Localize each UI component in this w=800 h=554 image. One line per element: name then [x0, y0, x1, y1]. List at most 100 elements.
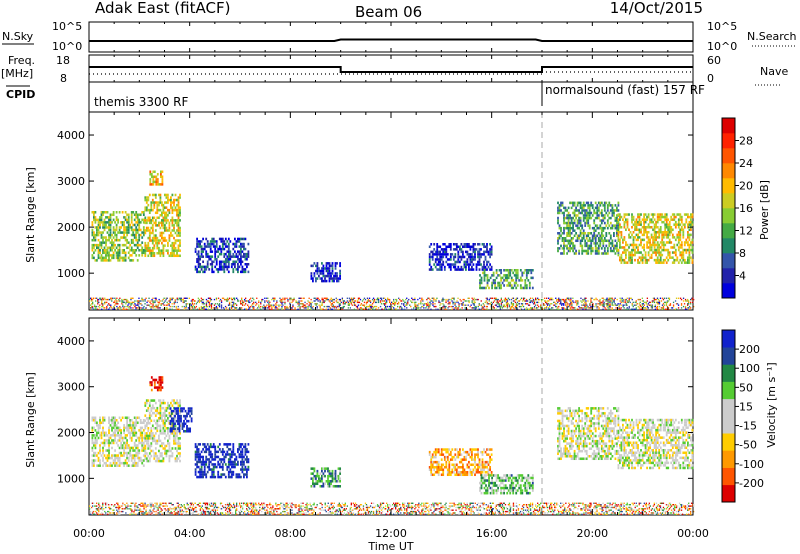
range-gate-cell	[404, 305, 406, 308]
range-gate-cell	[357, 298, 360, 301]
range-gate-cell	[179, 219, 181, 222]
range-gate-cell	[602, 297, 604, 299]
range-gate-cell	[295, 301, 297, 304]
range-gate-cell	[481, 265, 484, 269]
range-gate-cell	[682, 248, 685, 252]
range-gate-cell	[582, 237, 585, 240]
range-gate-cell	[237, 250, 239, 253]
range-gate-cell	[563, 298, 565, 301]
range-gate-cell	[667, 233, 670, 237]
range-gate-cell	[390, 303, 392, 305]
range-gate-cell	[96, 243, 98, 247]
range-gate-cell	[129, 451, 132, 455]
range-gate-cell	[437, 253, 440, 256]
range-gate-cell	[677, 248, 680, 252]
range-gate-cell	[132, 454, 135, 457]
range-gate-cell	[97, 436, 100, 440]
range-gate-cell	[123, 454, 126, 457]
range-gate-cell	[679, 297, 682, 299]
range-gate-cell	[124, 426, 127, 430]
range-gate-cell	[191, 307, 194, 309]
range-gate-cell	[237, 255, 239, 258]
range-gate-cell	[442, 298, 444, 301]
range-gate-cell	[106, 251, 109, 255]
range-gate-cell	[567, 234, 570, 238]
range-gate-cell	[99, 241, 101, 244]
range-gate-cell	[114, 221, 117, 224]
range-gate-cell	[199, 242, 202, 246]
range-gate-cell	[585, 297, 587, 299]
range-gate-cell	[649, 301, 652, 304]
range-gate-cell	[144, 231, 147, 235]
range-gate-cell	[608, 308, 610, 310]
range-gate-cell	[643, 213, 646, 216]
range-gate-cell	[581, 301, 583, 304]
range-gate-cell	[247, 252, 250, 256]
range-gate-cell	[109, 307, 111, 309]
range-gate-cell	[106, 259, 109, 262]
range-gate-cell	[94, 238, 97, 242]
range-gate-cell	[644, 261, 647, 264]
range-gate-cell	[513, 274, 516, 277]
range-gate-cell	[103, 236, 106, 239]
range-gate-cell	[114, 456, 117, 460]
range-gate-cell	[205, 255, 208, 258]
range-gate-cell	[486, 297, 488, 299]
range-gate-cell	[597, 214, 600, 217]
range-gate-cell	[535, 308, 537, 310]
range-gate-cell	[557, 216, 559, 220]
range-gate-cell	[248, 300, 250, 302]
range-gate-cell	[154, 300, 156, 302]
range-gate-cell	[424, 303, 426, 305]
range-gate-cell	[129, 223, 132, 227]
range-gate-cell	[150, 308, 152, 310]
range-gate-cell	[276, 304, 278, 306]
range-gate-cell	[618, 304, 620, 306]
range-gate-cell	[638, 223, 641, 226]
range-gate-cell	[455, 243, 458, 246]
range-gate-cell	[127, 446, 130, 450]
range-gate-cell	[542, 308, 544, 310]
range-gate-cell	[117, 431, 120, 435]
range-gate-cell	[312, 305, 314, 308]
range-gate-cell	[500, 276, 503, 280]
range-gate-cell	[593, 242, 596, 245]
range-gate-cell	[100, 246, 103, 250]
range-gate-cell	[499, 305, 502, 308]
range-gate-cell	[177, 221, 180, 225]
range-gate-cell	[625, 256, 627, 259]
range-gate-cell	[606, 206, 609, 210]
range-gate-cell	[126, 233, 129, 237]
range-gate-cell	[130, 464, 133, 467]
range-gate-cell	[587, 244, 590, 248]
range-gate-cell	[621, 297, 623, 299]
range-gate-cell	[496, 303, 499, 305]
range-gate-cell	[598, 300, 600, 302]
range-gate-cell	[114, 308, 116, 310]
range-gate-cell	[674, 253, 677, 257]
range-gate-cell	[105, 236, 107, 239]
range-gate-cell	[591, 226, 594, 230]
range-gate-cell	[173, 203, 175, 207]
range-gate-cell	[174, 206, 177, 209]
range-gate-cell	[563, 229, 565, 232]
range-gate-cell	[129, 434, 132, 437]
range-gate-cell	[578, 305, 580, 308]
range-gate-cell	[607, 303, 609, 305]
range-gate-cell	[440, 265, 443, 269]
range-gate-cell	[325, 274, 328, 278]
range-gate-cell	[569, 305, 571, 308]
range-gate-cell	[206, 305, 209, 308]
range-gate-cell	[579, 229, 582, 232]
range-gate-cell	[131, 303, 133, 305]
range-gate-cell	[632, 308, 634, 310]
range-gate-cell	[173, 241, 175, 245]
range-gate-cell	[688, 223, 691, 226]
range-gate-cell	[103, 251, 106, 255]
range-gate-cell	[336, 305, 338, 308]
range-gate-cell	[417, 305, 419, 308]
range-gate-cell	[108, 251, 110, 255]
range-gate-cell	[417, 304, 419, 306]
range-gate-cell	[177, 249, 180, 252]
range-gate-cell	[649, 238, 652, 242]
